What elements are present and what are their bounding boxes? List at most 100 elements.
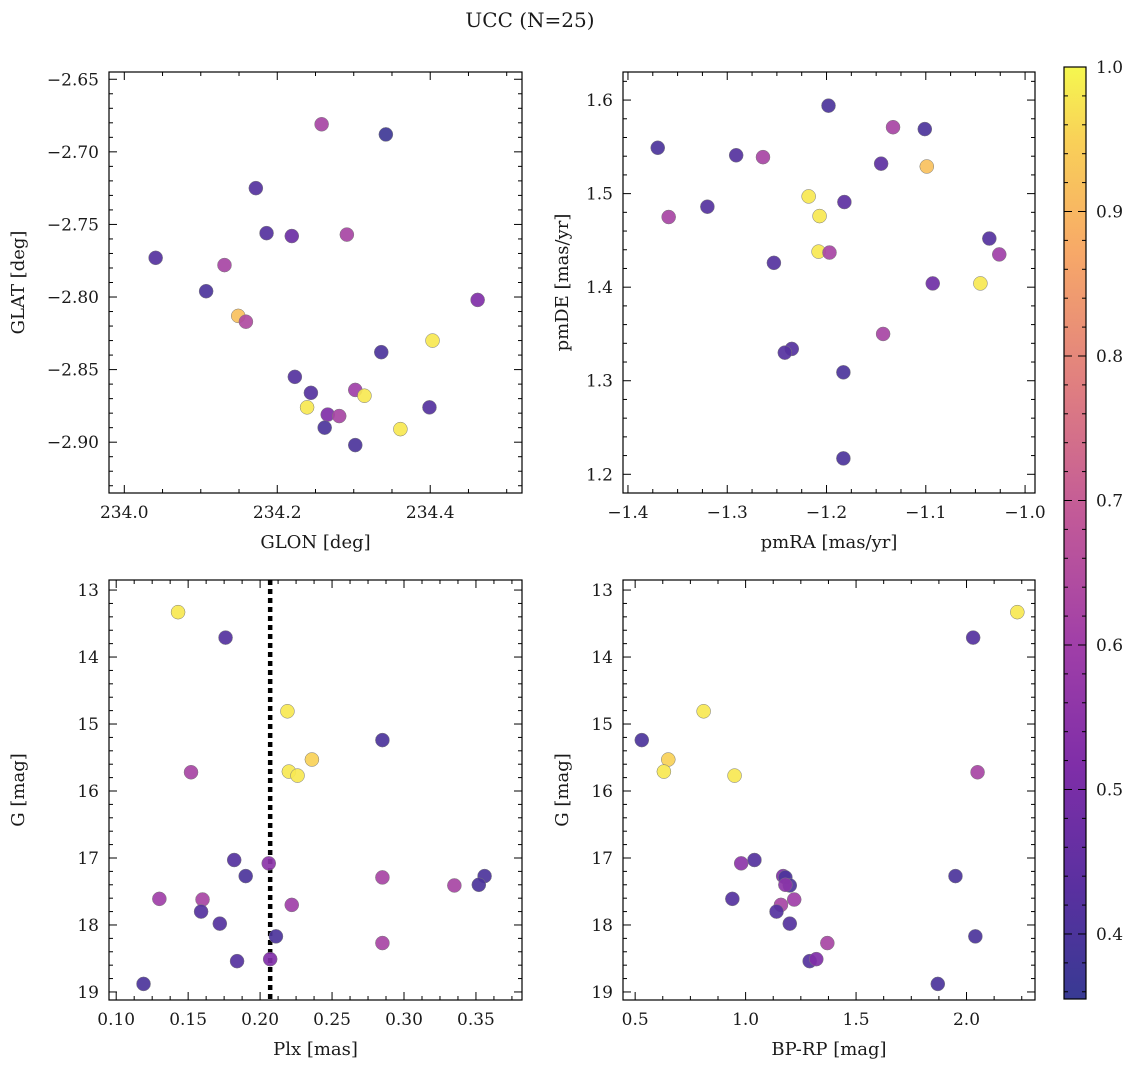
y-tick-label: 1.4 bbox=[586, 278, 613, 298]
data-point bbox=[280, 704, 295, 719]
colorbar-tick-label: 0.4 bbox=[1096, 925, 1123, 945]
y-tick-label: −2.70 bbox=[47, 143, 99, 163]
x-tick-label: 0.10 bbox=[97, 1010, 135, 1030]
data-point bbox=[782, 916, 798, 931]
x-tick-label: −1.0 bbox=[1004, 503, 1045, 523]
data-point bbox=[470, 292, 485, 308]
data-point bbox=[375, 732, 390, 748]
data-point bbox=[148, 250, 163, 266]
data-point bbox=[836, 365, 851, 380]
x-axis-label: Plx [mas] bbox=[273, 1039, 358, 1060]
data-point bbox=[471, 877, 487, 893]
colorbar: 0.4 0.5 0.6 0.7 0.8 0.9 1.0 bbox=[1063, 58, 1123, 1000]
data-point bbox=[970, 764, 985, 780]
data-point bbox=[873, 156, 889, 171]
x-axis-label: pmRA [mas/yr] bbox=[761, 532, 898, 553]
data-point bbox=[170, 604, 186, 620]
colorbar-tick-label: 0.7 bbox=[1096, 491, 1123, 511]
y-tick-label: 15 bbox=[591, 715, 613, 735]
data-point bbox=[820, 935, 835, 951]
data-point bbox=[229, 953, 245, 969]
data-point bbox=[836, 451, 851, 466]
x-tick-label: 0.25 bbox=[313, 1010, 351, 1030]
x-axis-label: BP-RP [mag] bbox=[771, 1039, 886, 1060]
data-point bbox=[375, 870, 390, 885]
y-tick-label: 14 bbox=[77, 648, 99, 668]
y-tick-label: 1.3 bbox=[586, 372, 613, 392]
data-point bbox=[837, 194, 852, 210]
y-axis-label: pmDE [mas/yr] bbox=[552, 214, 573, 352]
plot-frame bbox=[108, 71, 523, 494]
x-tick-label: 0.5 bbox=[622, 1010, 649, 1030]
data-point bbox=[727, 768, 742, 783]
data-point bbox=[930, 976, 946, 992]
data-point bbox=[778, 877, 793, 893]
data-point bbox=[634, 732, 650, 748]
y-tick-label: −2.85 bbox=[47, 361, 99, 381]
x-tick-label: 1.0 bbox=[732, 1010, 759, 1030]
plot-frame bbox=[108, 579, 523, 1001]
data-point bbox=[303, 385, 319, 401]
data-point bbox=[317, 420, 332, 435]
data-point bbox=[262, 951, 278, 967]
data-point bbox=[378, 127, 394, 142]
x-tick-label: 234.0 bbox=[100, 503, 149, 523]
data-point bbox=[193, 904, 209, 919]
data-point bbox=[183, 764, 199, 780]
data-point bbox=[331, 408, 347, 424]
y-tick-label: 16 bbox=[591, 782, 613, 802]
data-point bbox=[136, 976, 151, 992]
data-point bbox=[821, 98, 836, 113]
data-point bbox=[238, 868, 253, 884]
data-point bbox=[422, 400, 437, 415]
colorbar-tick-label: 0.6 bbox=[1096, 636, 1123, 656]
data-point bbox=[733, 856, 749, 871]
data-point bbox=[747, 852, 762, 868]
data-point bbox=[661, 209, 676, 225]
y-tick-label: 19 bbox=[77, 983, 99, 1003]
data-point bbox=[809, 951, 824, 967]
data-point bbox=[198, 283, 214, 299]
data-point bbox=[299, 400, 315, 415]
x-tick-label: 0.30 bbox=[385, 1010, 423, 1030]
data-point bbox=[259, 225, 274, 241]
data-point bbox=[261, 856, 276, 871]
colorbar-tick-label: 0.5 bbox=[1096, 780, 1123, 800]
data-point bbox=[755, 149, 771, 165]
y-tick-label: 18 bbox=[591, 916, 613, 936]
data-point bbox=[786, 892, 802, 907]
panel-pmra-pmde: −1.4 −1.3 −1.2 −1.1 −1.0 1.2 1.3 1.4 1.5 1.6 pmRA … bbox=[552, 71, 1046, 553]
x-tick-label: 2.0 bbox=[953, 1010, 980, 1030]
y-tick-label: 17 bbox=[77, 849, 99, 869]
x-tick-label: 1.5 bbox=[843, 1010, 870, 1030]
y-tick-label: 1.6 bbox=[586, 91, 613, 111]
data-point bbox=[375, 935, 390, 951]
x-tick-label: 0.35 bbox=[457, 1010, 495, 1030]
data-point bbox=[769, 904, 784, 919]
data-point bbox=[875, 326, 891, 342]
data-point bbox=[447, 878, 462, 893]
y-tick-label: 17 bbox=[591, 849, 613, 869]
data-point bbox=[948, 868, 963, 884]
colorbar-tick-label: 0.8 bbox=[1096, 347, 1123, 367]
plot-frame bbox=[622, 71, 1036, 494]
data-point bbox=[919, 159, 935, 174]
data-point bbox=[393, 421, 408, 437]
colorbar-tick-label: 1.0 bbox=[1096, 58, 1123, 78]
data-point bbox=[925, 276, 940, 291]
data-point bbox=[374, 344, 389, 360]
data-point bbox=[1010, 604, 1025, 620]
data-point bbox=[238, 314, 254, 329]
figure-title: UCC (N=25) bbox=[465, 8, 594, 32]
data-point bbox=[217, 257, 232, 273]
data-point bbox=[268, 929, 284, 944]
panel-plx-g: 0.10 0.15 0.20 0.25 0.30 0.35 13 14 15 16 17 18 19 Pl… bbox=[8, 579, 523, 1060]
y-tick-label: −2.65 bbox=[47, 70, 99, 90]
data-point bbox=[357, 388, 372, 403]
data-point bbox=[696, 704, 711, 719]
y-tick-label: −2.80 bbox=[47, 288, 99, 308]
colorbar-tick-label: 0.9 bbox=[1096, 202, 1123, 222]
x-tick-label: −1.2 bbox=[806, 503, 847, 523]
data-point bbox=[290, 768, 305, 783]
